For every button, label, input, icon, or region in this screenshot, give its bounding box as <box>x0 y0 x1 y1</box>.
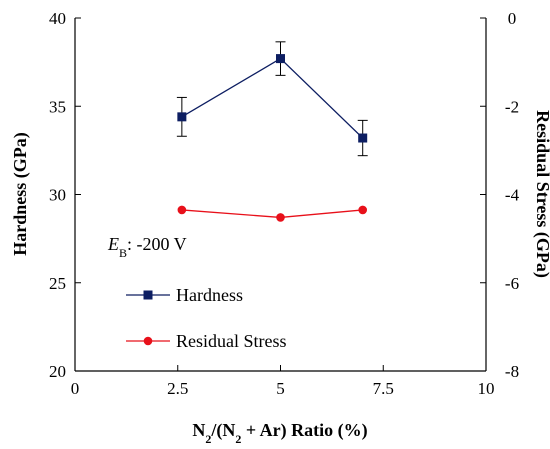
y-left-tick-label: 35 <box>49 97 66 116</box>
legend-marker <box>143 336 153 346</box>
x-axis-title-part: /(N <box>210 420 235 441</box>
y-left-tick-label: 20 <box>49 362 66 381</box>
x-tick-label: 5 <box>276 379 285 398</box>
x-axis-title-part: + Ar) Ratio (%) <box>241 420 367 441</box>
legend-label: Residual Stress <box>176 331 287 351</box>
y-right-tick-label: -4 <box>505 186 520 205</box>
series-layer <box>176 41 368 222</box>
legend: Hardness Residual Stress <box>126 285 287 351</box>
y-left-tick-label: 25 <box>49 274 66 293</box>
data-point <box>276 54 285 64</box>
data-point <box>177 112 187 122</box>
legend-marker <box>143 290 153 300</box>
bias-voltage-annotation: EB: -200 V <box>107 234 187 260</box>
y-left-tick-label: 30 <box>49 186 66 205</box>
x-tick-label: 2.5 <box>167 379 188 398</box>
y-right-tick-label: -8 <box>505 362 519 381</box>
x-tick-label: 0 <box>71 379 80 398</box>
data-point <box>276 213 285 222</box>
y-right-tick-label: -2 <box>505 97 519 116</box>
y-left-tick-label: 40 <box>49 9 66 28</box>
x-axis-title: N2/(N2 + Ar) Ratio (%) <box>192 420 367 446</box>
series-line <box>181 57 364 139</box>
annotation-subscript: B <box>119 246 127 260</box>
x-axis-title-part: N <box>192 420 205 440</box>
y-axis-right-title: Residual Stress (GPa) <box>532 110 550 278</box>
y-right-tick-label: 0 <box>508 9 517 28</box>
annotation-symbol: E <box>107 234 119 254</box>
data-point <box>177 205 187 215</box>
annotation-value: : -200 V <box>127 234 187 254</box>
x-axis-title-subscript: 2 <box>235 432 241 446</box>
y-axis-left-title: Hardness (GPa) <box>10 132 31 256</box>
data-point <box>358 133 368 143</box>
data-point <box>358 205 368 215</box>
ticks: 0 2.5 5 7.5 10 20 25 30 35 40 -8 -6 -4 -2 0 <box>49 9 520 398</box>
x-axis-title-subscript: 2 <box>205 432 211 446</box>
x-tick-label: 7.5 <box>373 379 394 398</box>
y-right-tick-label: -6 <box>505 274 519 293</box>
series-line <box>181 209 363 219</box>
x-tick-label: 10 <box>478 379 495 398</box>
legend-label: Hardness <box>176 285 243 305</box>
